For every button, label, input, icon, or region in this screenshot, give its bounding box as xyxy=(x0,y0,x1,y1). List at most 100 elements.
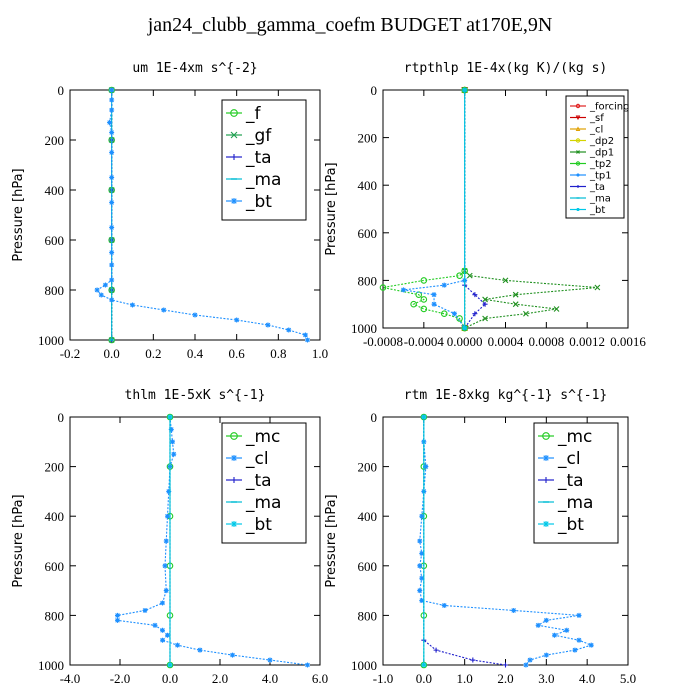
x-tick-label: 2.0 xyxy=(212,671,228,686)
legend-box xyxy=(221,422,307,544)
marker xyxy=(523,662,529,668)
y-axis-label: Pressure [hPa] xyxy=(11,494,26,587)
marker xyxy=(400,287,406,293)
marker xyxy=(165,632,170,638)
series-bt xyxy=(167,414,173,668)
marker xyxy=(503,662,508,668)
marker xyxy=(553,306,560,312)
x-tick-label: -0.0004 xyxy=(404,334,445,349)
y-axis-label: Pressure [hPa] xyxy=(11,168,26,261)
marker xyxy=(472,292,478,298)
y-tick-label: 200 xyxy=(45,460,65,475)
series-line xyxy=(403,90,466,329)
legend-entry: _tp1 xyxy=(589,171,612,182)
x-tick-label: 0.0 xyxy=(162,671,178,686)
marker xyxy=(431,301,437,307)
y-tick-label: 600 xyxy=(358,226,378,241)
marker xyxy=(230,432,238,440)
marker xyxy=(160,627,165,633)
marker xyxy=(451,311,457,317)
x-tick-label: 5.0 xyxy=(620,671,636,686)
marker xyxy=(466,272,473,279)
x-tick-label: 1.0 xyxy=(312,346,328,361)
marker xyxy=(433,647,439,653)
series-cl xyxy=(115,414,310,668)
y-tick-label: 1000 xyxy=(351,658,377,673)
marker xyxy=(417,563,423,569)
legend-entry: _gf xyxy=(245,126,272,146)
marker xyxy=(420,305,428,313)
y-tick-label: 600 xyxy=(358,559,378,574)
marker xyxy=(441,282,447,288)
marker xyxy=(482,301,488,307)
legend-entry: _cl xyxy=(557,449,581,469)
marker xyxy=(302,332,308,338)
marker xyxy=(102,282,108,288)
legend-entry: _f xyxy=(245,104,262,124)
series-tp2 xyxy=(379,86,468,332)
x-tick-label: -0.2 xyxy=(60,346,81,361)
marker xyxy=(588,642,594,648)
marker xyxy=(543,521,549,527)
x-tick-label: 4.0 xyxy=(262,671,278,686)
marker xyxy=(482,296,488,303)
series-dp1 xyxy=(461,87,601,331)
marker xyxy=(230,131,238,139)
y-tick-label: 800 xyxy=(45,608,65,623)
legend-entry: _mc xyxy=(557,427,592,447)
legend-box xyxy=(533,422,619,544)
marker xyxy=(564,627,570,633)
series-tp1 xyxy=(400,87,468,331)
marker xyxy=(576,185,580,188)
marker xyxy=(576,637,582,643)
marker xyxy=(171,451,177,457)
legend-entry: _forcing xyxy=(589,102,630,113)
marker xyxy=(482,315,488,322)
legend-entry: _ma xyxy=(589,194,611,205)
marker xyxy=(109,200,115,205)
series-line xyxy=(423,417,506,666)
page-title: jan24_clubb_gamma_coefm BUDGET at170E,9N xyxy=(147,14,553,36)
y-tick-label: 800 xyxy=(358,608,378,623)
legend-entry: _sf xyxy=(589,113,604,124)
x-tick-label: 0.0008 xyxy=(528,334,564,349)
legend-entry: _ma xyxy=(245,493,281,513)
marker xyxy=(441,602,447,608)
marker xyxy=(166,488,172,494)
legend-entry: _ma xyxy=(557,493,593,513)
marker xyxy=(167,414,173,420)
marker xyxy=(575,161,581,166)
x-tick-label: -0.0008 xyxy=(363,334,403,349)
panel-2: rtpthlp 1E-4x(kg K)/(kg s) Pressure [hPa]… xyxy=(324,61,646,349)
marker xyxy=(305,337,310,343)
marker xyxy=(417,538,423,544)
y-tick-label: 1000 xyxy=(38,658,64,673)
marker xyxy=(417,588,423,594)
legend-entry: _cl xyxy=(589,125,603,136)
y-tick-label: 200 xyxy=(358,131,378,146)
marker xyxy=(109,175,115,180)
marker xyxy=(512,301,519,308)
marker xyxy=(192,312,198,318)
y-axis-label: Pressure [hPa] xyxy=(324,162,339,255)
series-ta xyxy=(421,414,508,668)
marker xyxy=(230,652,235,658)
marker xyxy=(109,277,115,283)
marker xyxy=(552,632,557,638)
marker xyxy=(511,607,517,613)
legend: _mc_cl_ta_ma_bt xyxy=(533,422,619,544)
marker xyxy=(267,657,273,663)
marker xyxy=(109,87,115,93)
plot-frame xyxy=(69,416,321,666)
x-tick-label: 0.6 xyxy=(229,346,246,361)
marker xyxy=(575,138,581,143)
marker xyxy=(410,300,417,308)
marker xyxy=(167,662,173,668)
y-tick-label: 400 xyxy=(45,183,65,198)
x-tick-label: 1.0 xyxy=(457,671,473,686)
marker xyxy=(231,154,237,160)
panel-1: um 1E-4xm s^{-2} Pressure [hPa] 0 200 400 600… xyxy=(11,61,328,361)
legend-entry: _ta xyxy=(589,182,605,193)
marker xyxy=(305,662,310,668)
series-bt xyxy=(462,87,468,331)
